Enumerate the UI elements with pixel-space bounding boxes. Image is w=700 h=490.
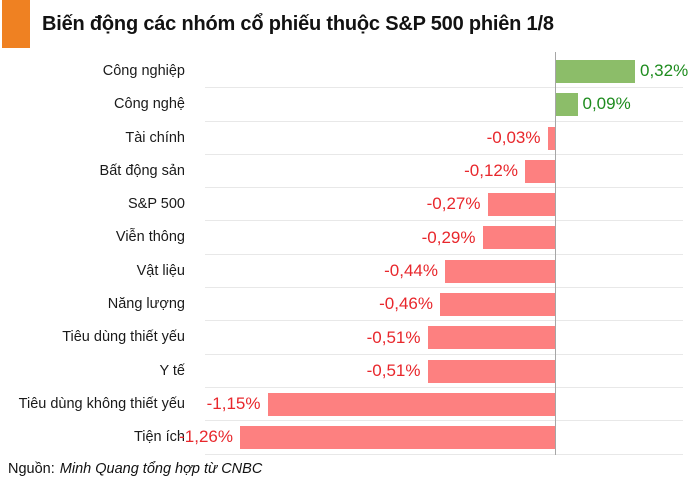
- bar-track: -1,15%: [205, 388, 683, 422]
- bar-track: -0,27%: [205, 188, 683, 222]
- category-label: Tiêu dùng không thiết yếu: [18, 395, 185, 412]
- bar-track: -0,03%: [205, 122, 683, 155]
- value-label: -0,51%: [366, 327, 421, 347]
- negative-bar: [427, 359, 555, 383]
- chart-row: Viễn thông -0,29%: [0, 221, 698, 255]
- category-label: Tiêu dùng thiết yếu: [62, 329, 185, 346]
- source-caption: Nguồn: Minh Quang tổng hợp từ CNBC: [8, 461, 700, 477]
- bar-track: -0,29%: [205, 221, 683, 255]
- negative-bar: [240, 426, 555, 450]
- negative-bar: [482, 226, 555, 250]
- bar-track: -0,51%: [205, 321, 683, 355]
- chart-row: Tiêu dùng thiết yếu -0,51%: [0, 321, 698, 355]
- chart-row: Tài chính -0,03%: [0, 122, 698, 155]
- category-label: Năng lượng: [107, 296, 185, 313]
- source-prefix: Nguồn:: [8, 460, 55, 477]
- category-label: Tài chính: [125, 129, 185, 146]
- chart-row: Tiện ích -1,26%: [0, 421, 698, 455]
- negative-bar: [487, 193, 555, 217]
- bar-track: -0,51%: [205, 355, 683, 388]
- value-label: -1,26%: [179, 427, 233, 447]
- value-label: -0,03%: [486, 127, 541, 147]
- chart-title: Biến động các nhóm cổ phiếu thuộc S&P 50…: [42, 12, 554, 35]
- positive-bar: [555, 93, 578, 117]
- category-label: Vật liệu: [136, 262, 185, 279]
- bar-chart-plot-area: Công nghiệp 0,32% Công nghệ 0,09% Tài chính -…: [0, 52, 698, 455]
- chart-header: Biến động các nhóm cổ phiếu thuộc S&P 50…: [0, 0, 700, 48]
- negative-bar: [440, 293, 555, 317]
- value-label: 0,32%: [640, 61, 689, 81]
- chart-row: S&P 500 -0,27%: [0, 188, 698, 222]
- value-label: -0,29%: [421, 227, 476, 247]
- brand-accent-square: [2, 0, 30, 48]
- negative-bar: [427, 326, 555, 350]
- category-label: Công nghệ: [114, 96, 185, 113]
- source-credit: Minh Quang tổng hợp từ CNBC: [59, 460, 263, 477]
- category-label: Y tế: [159, 362, 185, 379]
- value-label: -0,46%: [379, 294, 433, 314]
- value-label: -0,12%: [464, 161, 518, 181]
- category-label: Viễn thông: [115, 229, 185, 246]
- chart-row: Công nghiệp 0,32%: [0, 55, 698, 89]
- value-label: -0,51%: [366, 360, 421, 380]
- category-label: Bất động sản: [99, 162, 185, 179]
- chart-row: Bất động sản -0,12%: [0, 155, 698, 189]
- bar-track: 0,09%: [205, 88, 683, 122]
- negative-bar: [547, 126, 555, 150]
- chart-row: Năng lượng -0,46%: [0, 288, 698, 322]
- category-label: Tiện ích: [133, 429, 185, 446]
- chart-row: Vật liệu -0,44%: [0, 255, 698, 289]
- negative-bar: [525, 159, 555, 183]
- category-label: S&P 500: [128, 196, 185, 213]
- bar-track: -0,44%: [205, 255, 683, 289]
- bar-track: -1,26%: [179, 421, 683, 455]
- value-label: -0,44%: [384, 260, 438, 280]
- bar-track: -0,46%: [205, 288, 683, 322]
- negative-bar: [445, 259, 555, 283]
- category-label: Công nghiệp: [102, 63, 185, 79]
- value-label: -0,27%: [426, 194, 481, 214]
- positive-bar: [555, 60, 635, 83]
- value-label: -1,15%: [206, 394, 261, 414]
- chart-row: Tiêu dùng không thiết yếu -1,15%: [0, 388, 698, 422]
- chart-row: Y tế -0,51%: [0, 355, 698, 388]
- bar-track: 0,32%: [205, 55, 688, 89]
- value-label: 0,09%: [582, 94, 631, 114]
- zero-axis-line: [554, 52, 556, 455]
- negative-bar: [267, 392, 555, 416]
- chart-row: Công nghệ 0,09%: [0, 88, 698, 122]
- bar-track: -0,12%: [205, 155, 683, 189]
